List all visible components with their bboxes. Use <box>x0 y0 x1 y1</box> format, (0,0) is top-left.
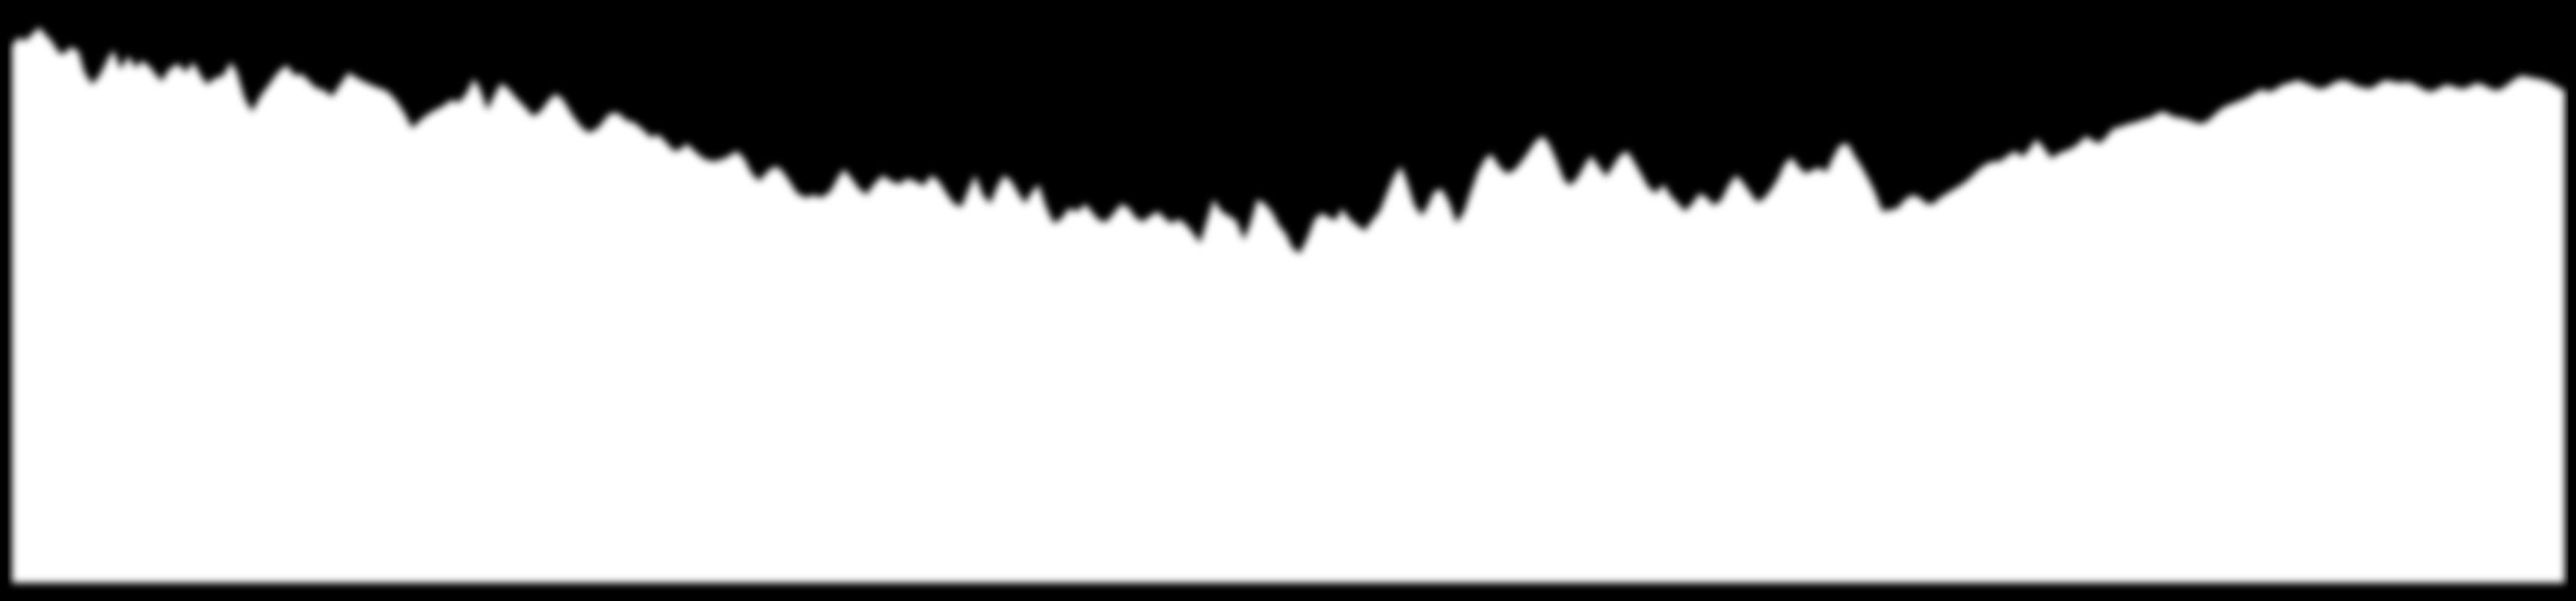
mask-white-region <box>12 27 2565 583</box>
